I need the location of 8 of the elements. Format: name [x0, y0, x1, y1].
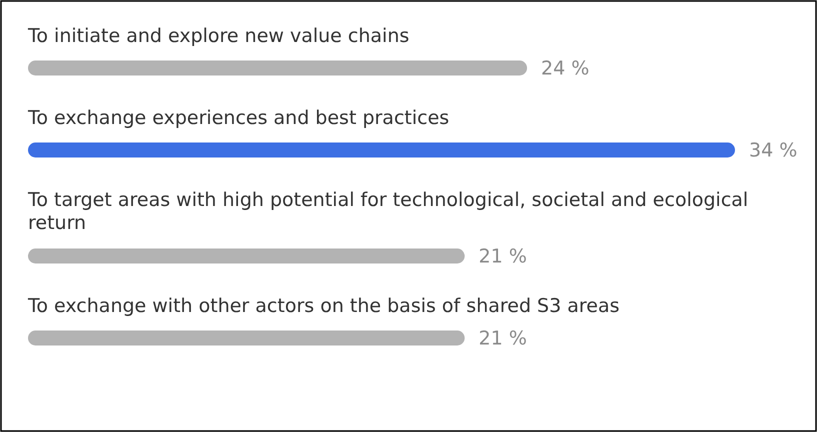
- y-tick-label: To exchange experiences and best practices: [27, 107, 450, 129]
- data-label: 24 %: [541, 58, 590, 80]
- y-tick-label: To initiate and explore new value chains: [27, 25, 410, 47]
- data-label: 21 %: [478, 328, 527, 350]
- y-tick-label: To exchange with other actors on the basis of shared S3 areas: [27, 295, 620, 317]
- data-label: 21 %: [478, 246, 527, 268]
- data-label: 34 %: [749, 140, 798, 162]
- y-tick-label: To target areas with high potential for technological, societal and ecological return: [27, 189, 748, 234]
